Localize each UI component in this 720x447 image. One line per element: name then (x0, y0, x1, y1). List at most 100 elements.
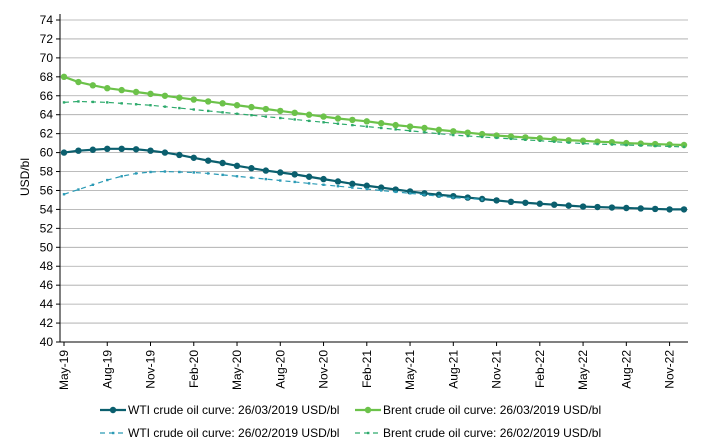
data-point (235, 175, 239, 178)
data-point (363, 182, 370, 189)
data-point (134, 103, 138, 106)
data-point (248, 103, 255, 111)
data-point (178, 170, 181, 174)
data-point (293, 180, 296, 184)
data-point (277, 107, 284, 115)
data-point (579, 137, 587, 144)
legend-swatch-marker (367, 431, 370, 435)
legend-swatch-marker (112, 431, 115, 435)
data-point (682, 145, 686, 149)
data-point (581, 142, 585, 145)
data-point (320, 113, 327, 120)
y-tick-label: 42 (40, 316, 54, 330)
y-tick-label: 70 (40, 51, 54, 65)
data-point (378, 120, 385, 127)
data-point (248, 165, 255, 172)
data-point (524, 138, 527, 142)
data-point (219, 159, 226, 167)
data-point (322, 121, 325, 124)
legend-label: WTI crude oil curve: 26/03/2019 USD/bl (128, 403, 339, 417)
data-point (495, 136, 498, 140)
data-point (307, 182, 311, 185)
x-tick-label: May-21 (403, 350, 417, 390)
data-point (507, 133, 515, 140)
data-point (594, 138, 601, 145)
data-point (334, 115, 342, 122)
data-point (161, 149, 169, 156)
data-point (262, 167, 270, 174)
data-point (132, 88, 140, 96)
data-point (596, 142, 599, 146)
data-point (279, 179, 282, 182)
data-point (62, 193, 66, 196)
data-point (522, 134, 529, 141)
series-line (63, 100, 685, 148)
data-point (279, 116, 282, 120)
legend-swatch-marker (109, 406, 117, 414)
legend-item-3: WTI crude oil curve: 26/02/2019 USD/bl (100, 426, 339, 440)
data-point (250, 176, 253, 179)
data-point (365, 125, 368, 128)
data-point (509, 137, 513, 141)
x-tick-label: Aug-20 (273, 350, 287, 389)
data-point (134, 172, 138, 175)
data-point (608, 138, 616, 146)
data-point (104, 145, 111, 152)
data-point (450, 128, 457, 135)
x-tick-label: Nov-20 (317, 350, 331, 389)
series-3 (62, 170, 484, 201)
data-point (349, 116, 356, 124)
data-point (219, 100, 226, 107)
data-point (668, 145, 671, 148)
data-point (221, 173, 224, 177)
data-point (77, 100, 80, 103)
data-point (421, 124, 428, 132)
data-point (623, 204, 630, 212)
data-point (394, 190, 397, 194)
data-point (190, 96, 197, 103)
data-point (351, 123, 354, 127)
data-point (147, 147, 154, 154)
data-point (493, 197, 500, 204)
data-point (480, 135, 484, 139)
data-point (680, 141, 688, 149)
data-point (651, 205, 659, 213)
data-point (336, 185, 340, 188)
data-point (408, 192, 412, 195)
data-point (380, 189, 383, 192)
legend-label: Brent crude oil curve: 26/02/2019 USD/bl (383, 426, 601, 440)
data-point (118, 86, 125, 94)
y-tick-label: 46 (40, 278, 54, 292)
data-point (625, 143, 628, 147)
data-point (406, 123, 414, 130)
data-point (149, 170, 152, 174)
legend-item-2: Brent crude oil curve: 26/03/2019 USD/bl (355, 403, 601, 417)
data-point (190, 154, 197, 161)
x-tick-label: Aug-21 (446, 350, 460, 389)
data-point (680, 206, 688, 213)
legend-swatch-marker (364, 406, 372, 414)
data-point (206, 109, 210, 113)
x-tick-label: Feb-21 (360, 350, 374, 388)
y-tick-label: 44 (40, 297, 54, 311)
data-point (233, 162, 241, 170)
data-point (176, 94, 183, 101)
data-point (75, 147, 82, 154)
data-point (291, 171, 298, 178)
data-point (608, 204, 616, 211)
y-tick-label: 62 (40, 127, 54, 141)
data-point (293, 118, 296, 121)
series-2 (60, 73, 688, 149)
data-point (176, 151, 183, 159)
data-point (351, 186, 354, 189)
y-tick-label: 68 (40, 70, 54, 84)
x-tick-label: Aug-22 (619, 350, 633, 389)
x-tick-labels: May-19 Aug-19 Nov-19 Feb-20 May-20 Aug-20 Nov-… (57, 350, 677, 390)
data-point (363, 118, 370, 125)
data-point (163, 105, 167, 108)
x-tick-label: Nov-22 (663, 350, 677, 389)
x-tick-label: Nov-21 (490, 350, 504, 389)
y-tick-label: 50 (40, 240, 54, 254)
legend-label: Brent crude oil curve: 26/03/2019 USD/bl (383, 403, 601, 417)
data-point (60, 73, 68, 81)
